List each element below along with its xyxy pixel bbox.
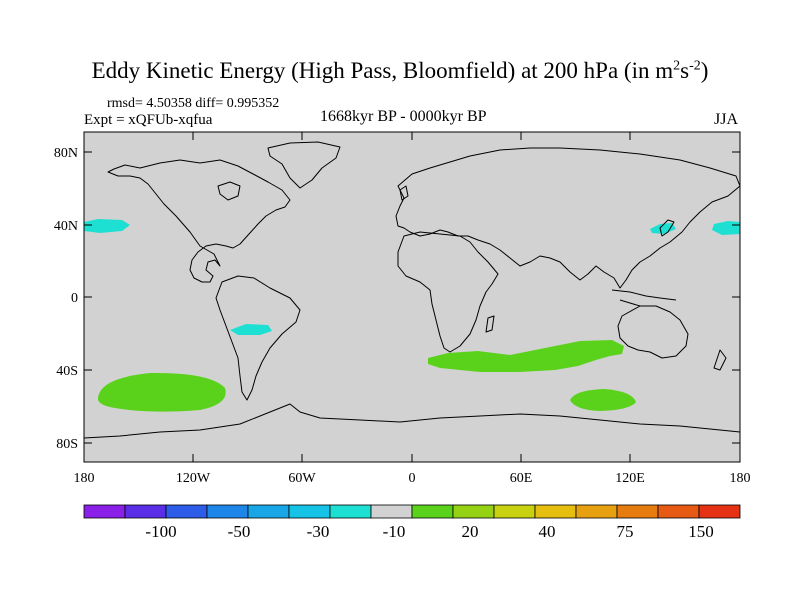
coastline-hudson-bay — [217, 181, 241, 201]
map-title: Eddy Kinetic Energy (High Pass, Bloomfie… — [91, 58, 709, 83]
colorbar-label: 75 — [617, 522, 634, 541]
lat-tick-labels: 80N 40N 0 40S 80S — [54, 146, 78, 452]
anomaly-region-npacific-west — [84, 219, 130, 233]
coastline-africa — [397, 231, 499, 353]
colorbar-label: 40 — [539, 522, 556, 541]
colorbar-swatch — [165, 504, 208, 519]
lon-tick-label: 60E — [510, 471, 533, 486]
coastline-north-america — [107, 159, 291, 283]
experiment-label: Expt = xQFUb-xqfua — [84, 112, 213, 128]
colorbar-swatch — [83, 504, 126, 519]
lat-axis — [84, 151, 740, 444]
anomaly-region-spacific — [230, 324, 272, 335]
lon-tick-label: 60W — [288, 471, 316, 486]
colorbar-swatch — [370, 504, 413, 519]
colorbar-swatch — [124, 504, 167, 519]
colorbar-swatch — [411, 504, 454, 519]
coastline-australia — [617, 305, 689, 359]
colorbar-label: -100 — [145, 522, 176, 541]
coastline-antarctica — [83, 403, 741, 439]
lon-tick-labels: 180 120W 60W 0 60E 120E 180 — [74, 471, 751, 486]
colorbar-swatch — [288, 504, 331, 519]
colorbar-swatch — [575, 504, 618, 519]
anomaly-region-spacific-south — [97, 372, 226, 412]
map-background — [84, 132, 740, 462]
colorbar-label: -50 — [228, 522, 251, 541]
colorbar-label: -10 — [383, 522, 406, 541]
colorbar-label: -30 — [307, 522, 330, 541]
lon-tick-label: 0 — [409, 471, 416, 486]
colorbar-label: 20 — [462, 522, 479, 541]
lat-tick-label: 0 — [71, 291, 78, 306]
lon-tick-label: 180 — [730, 471, 751, 486]
lon-tick-label: 120W — [176, 471, 211, 486]
coastline-eurasia — [395, 147, 741, 289]
colorbar-swatch — [534, 504, 577, 519]
colorbar-swatch — [698, 504, 741, 519]
lon-tick-label: 120E — [615, 471, 645, 486]
period-label: 1668kyr BP - 0000kyr BP — [320, 108, 487, 125]
rmsd-diff-label: rmsd= 4.50358 diff= 0.995352 — [107, 96, 280, 111]
coastline-south-america — [215, 275, 301, 401]
lat-tick-label: 80N — [54, 146, 78, 161]
lon-axis — [83, 132, 741, 462]
lat-tick-label: 40N — [54, 219, 78, 234]
coastline-new-zealand — [713, 349, 727, 371]
anomaly-region-japan — [650, 223, 676, 234]
colorbar-swatch — [657, 504, 700, 519]
colorbar-swatch — [329, 504, 372, 519]
colorbar-swatch — [452, 504, 495, 519]
coastline-greenland — [267, 141, 341, 189]
anomaly-region-sindian — [428, 340, 624, 372]
lon-tick-label: 180 — [74, 471, 95, 486]
coastline-indonesia — [611, 289, 677, 307]
coastlines — [83, 141, 741, 439]
colorbar-swatch — [247, 504, 290, 519]
coastline-japan — [659, 219, 675, 237]
lat-tick-label: 80S — [56, 437, 78, 452]
colorbar — [83, 504, 741, 519]
colorbar-label: 150 — [688, 522, 714, 541]
colorbar-labels: -100 -50 -30 -10 20 40 75 150 — [145, 522, 713, 541]
colorbar-swatch — [616, 504, 659, 519]
colorbar-swatch — [493, 504, 536, 519]
colorbar-swatch — [206, 504, 249, 519]
lat-tick-label: 40S — [56, 364, 78, 379]
coastline-madagascar — [485, 315, 495, 333]
anomaly-region-sindian-south — [570, 389, 636, 411]
coastline-britain — [399, 185, 409, 201]
season-label: JJA — [714, 111, 739, 128]
